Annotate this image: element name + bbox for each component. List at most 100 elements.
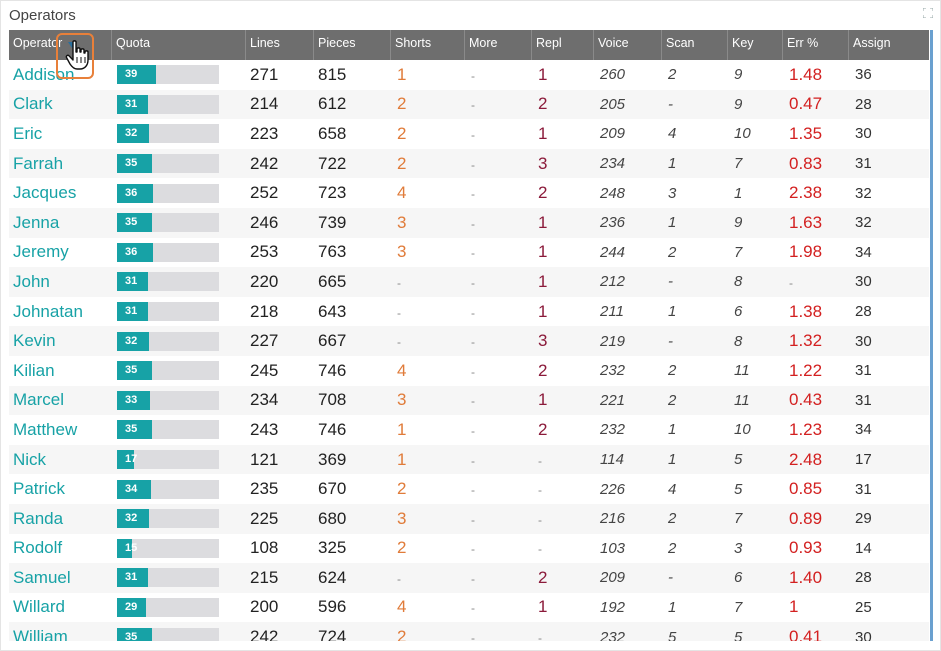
cell-key: 10	[728, 125, 783, 142]
cell-operator[interactable]: Farrah	[9, 154, 112, 174]
repl-value: 2	[538, 94, 548, 114]
cell-operator[interactable]: Johnatan	[9, 302, 112, 322]
column-header-operator[interactable]: Operator	[9, 30, 112, 60]
key-value: 8	[734, 332, 743, 350]
scan-value: 2	[668, 243, 677, 261]
cell-more: -	[465, 627, 532, 641]
cell-operator[interactable]: Jacques	[9, 183, 112, 203]
pieces-value: 612	[318, 94, 347, 114]
err-value: 1.32	[789, 331, 823, 351]
pieces-value: 665	[318, 271, 347, 291]
cell-operator[interactable]: William	[9, 627, 112, 641]
vertical-scrollbar[interactable]	[930, 30, 933, 641]
cell-lines: 220	[246, 272, 314, 292]
cell-quota: 32	[112, 509, 246, 529]
cell-operator[interactable]: John	[9, 272, 112, 292]
cell-operator[interactable]: Clark	[9, 94, 112, 114]
cell-repl: -	[532, 538, 594, 558]
table-row[interactable]: Nick 17 121 369 1 - - 114 1 5 2.48 17	[9, 444, 929, 475]
grid-body: Addison 39 271 815 1-1 260 2 9 1.48 36 Clark 31 214 6…	[9, 60, 929, 641]
cell-operator[interactable]: Patrick	[9, 479, 112, 499]
quota-bar-fill	[117, 242, 153, 262]
table-row[interactable]: Willard 29 200 596 4 - 1 192 1 7 1 25	[9, 592, 929, 623]
scan-value: 1	[668, 421, 677, 439]
column-header-voice[interactable]: Voice	[594, 30, 662, 60]
quota-value: 35	[125, 364, 138, 377]
cell-operator[interactable]: Marcel	[9, 390, 112, 410]
column-header-more[interactable]: More	[465, 30, 532, 60]
table-row[interactable]: Kilian 35 245 746 4 - 2 232 2 11 1.22 31	[9, 355, 929, 386]
table-row[interactable]: William 35 242 724 2 - - 232 5 5 0.41 30	[9, 622, 929, 641]
cell-lines: 242	[246, 154, 314, 174]
cell-operator[interactable]: Kevin	[9, 331, 112, 351]
table-row[interactable]: Eric 32 223 658 2 - 1 209 4 10 1.35 30	[9, 119, 929, 149]
table-row[interactable]: Farrah 35 242 722 2 - 3 234 1 7 0.83 31	[9, 148, 929, 179]
table-row[interactable]: Jeremy 36 253 763 3 - 1 244 2 7 1.98 34	[9, 237, 929, 268]
cell-key: 3	[728, 540, 783, 557]
cell-quota: 32	[112, 124, 246, 144]
cell-err: 1.40	[783, 568, 849, 588]
key-value: 7	[734, 510, 743, 528]
table-row[interactable]: Rodolf 15 108 325 2 - - 103 2 3 0.93 14	[9, 533, 929, 564]
cell-shorts: 3	[391, 390, 465, 410]
more-value: -	[471, 157, 475, 172]
scan-value: -	[668, 95, 673, 113]
column-header-shorts[interactable]: Shorts	[391, 30, 465, 60]
scan-value: 2	[668, 510, 677, 528]
table-row[interactable]: Clark 31 214 612 2 - 2 205 - 9 0.47 28	[9, 89, 929, 120]
cell-assign: 30	[849, 125, 929, 142]
table-row[interactable]: John 31 220 665 - - 1 212 - 8 - 30	[9, 267, 929, 297]
table-row[interactable]: Randa 32 225 680 3 - - 216 2 7 0.89 29	[9, 503, 929, 534]
cell-operator[interactable]: Willard	[9, 597, 112, 617]
expand-icon[interactable]	[923, 8, 933, 18]
cell-key: 11	[728, 392, 783, 409]
column-header-assign[interactable]: Assign	[849, 30, 929, 60]
cell-operator[interactable]: Matthew	[9, 420, 112, 440]
cell-operator[interactable]: Jeremy	[9, 242, 112, 262]
cell-pieces: 665	[314, 272, 391, 292]
table-row[interactable]: Addison 39 271 815 1 - 1 260 2 9 1.48 36	[9, 60, 929, 90]
column-header-lines[interactable]: Lines	[246, 30, 314, 60]
table-row[interactable]: Jacques 36 252 723 4 - 2 248 3 1 2.38 32	[9, 178, 929, 208]
cell-operator[interactable]: Nick	[9, 450, 112, 470]
column-header-err[interactable]: Err %	[783, 30, 849, 60]
column-header-scan[interactable]: Scan	[662, 30, 728, 60]
scan-value: 1	[668, 214, 677, 232]
quota-bar-fill	[117, 94, 148, 114]
column-header-key[interactable]: Key	[728, 30, 783, 60]
cell-operator[interactable]: Eric	[9, 124, 112, 144]
cell-operator[interactable]: Samuel	[9, 568, 112, 588]
shorts-value: -	[397, 275, 401, 290]
table-row[interactable]: Matthew 35 243 746 1 - 2 232 1 10 1.23 34	[9, 415, 929, 445]
shorts-value: 2	[397, 627, 407, 641]
cell-scan: 1	[662, 421, 728, 438]
table-row[interactable]: Johnatan 31 218 643 - - 1 211 1 6 1.38 28	[9, 296, 929, 327]
cell-err: 1.22	[783, 361, 849, 381]
cell-key: 9	[728, 96, 783, 113]
more-value: -	[471, 601, 475, 616]
cell-operator[interactable]: Addison	[9, 65, 112, 85]
key-value: 8	[734, 273, 743, 291]
table-row[interactable]: Jenna 35 246 739 3 - 1 236 1 9 1.63 32	[9, 207, 929, 238]
quota-bar: 29	[117, 597, 219, 617]
cell-operator[interactable]: Randa	[9, 509, 112, 529]
table-row[interactable]: Marcel 33 234 708 3 - 1 221 2 11 0.43 31	[9, 385, 929, 416]
cell-lines: 215	[246, 568, 314, 588]
cell-operator[interactable]: Kilian	[9, 361, 112, 381]
cell-lines: 121	[246, 450, 314, 470]
column-header-repl[interactable]: Repl	[532, 30, 594, 60]
cell-more: -	[465, 420, 532, 440]
column-header-pieces[interactable]: Pieces	[314, 30, 391, 60]
column-header-quota[interactable]: Quota	[112, 30, 246, 60]
table-row[interactable]: Samuel 31 215 624 - - 2 209 - 6 1.40 28	[9, 563, 929, 593]
err-value: 0.93	[789, 538, 823, 558]
quota-bar: 32	[117, 509, 219, 529]
cell-operator[interactable]: Rodolf	[9, 538, 112, 558]
cell-pieces: 596	[314, 597, 391, 617]
cell-more: -	[465, 361, 532, 381]
cell-operator[interactable]: Jenna	[9, 213, 112, 233]
table-row[interactable]: Kevin 32 227 667 - - 3 219 - 8 1.32 30	[9, 326, 929, 356]
err-value: 1.38	[789, 301, 823, 321]
table-row[interactable]: Patrick 34 235 670 2 - - 226 4 5 0.85 31	[9, 474, 929, 504]
cell-err: 0.83	[783, 154, 849, 174]
